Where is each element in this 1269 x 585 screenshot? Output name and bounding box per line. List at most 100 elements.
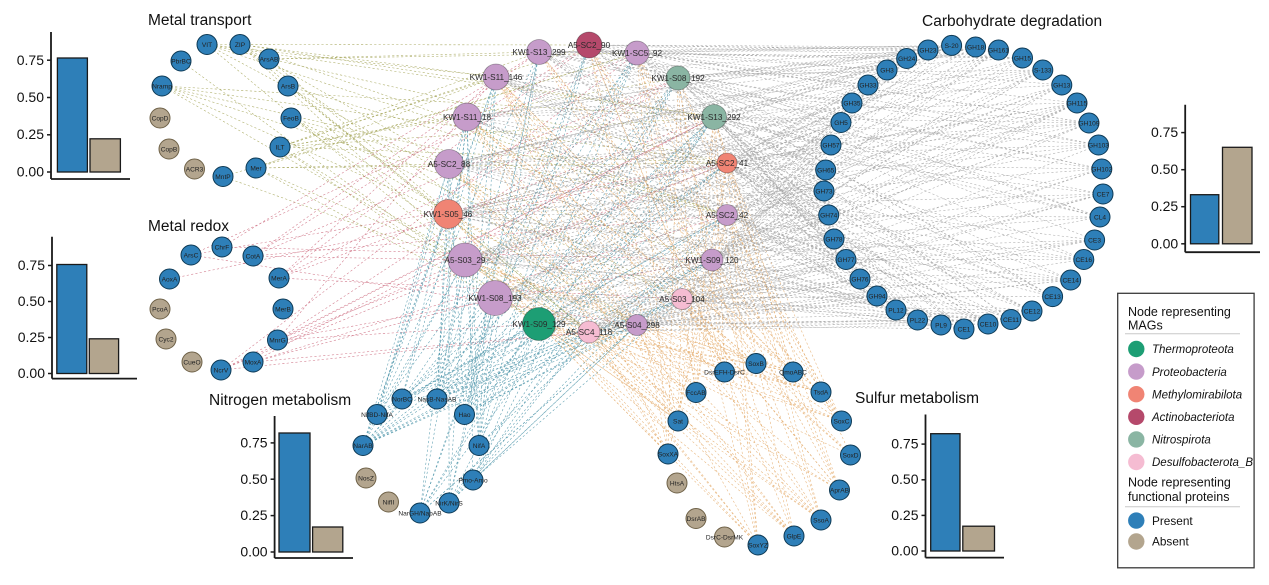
svg-text:KW1-SC5_92: KW1-SC5_92 (612, 49, 663, 58)
svg-text:CL4: CL4 (1094, 215, 1106, 222)
svg-text:MnrG: MnrG (269, 338, 285, 345)
svg-text:NosZ: NosZ (358, 476, 374, 483)
svg-text:NarGH/NapAB: NarGH/NapAB (398, 511, 442, 518)
svg-text:GH77: GH77 (837, 257, 855, 264)
svg-text:GH24: GH24 (898, 56, 916, 63)
svg-text:CE13: CE13 (1044, 294, 1061, 301)
svg-text:ILT: ILT (275, 145, 284, 152)
svg-text:NifII: NifII (383, 500, 395, 507)
svg-text:NifA: NifA (473, 443, 486, 450)
svg-text:QmoABC: QmoABC (779, 370, 807, 377)
svg-text:0.50: 0.50 (17, 89, 44, 105)
svg-text:KW1-S05_46: KW1-S05_46 (424, 210, 473, 219)
svg-text:SoxD: SoxD (842, 453, 858, 460)
svg-text:CE3: CE3 (1088, 238, 1101, 245)
svg-text:Desulfobacterota_B: Desulfobacterota_B (1152, 457, 1253, 469)
svg-text:Nitrogen metabolism: Nitrogen metabolism (209, 392, 351, 409)
svg-text:ArsB: ArsB (281, 84, 296, 91)
svg-text:Node representing: Node representing (1128, 305, 1231, 319)
svg-text:Metal transport: Metal transport (148, 12, 252, 29)
svg-text:MAGs: MAGs (1128, 319, 1163, 333)
svg-text:GH3: GH3 (880, 68, 894, 75)
svg-text:KW1-S09_120: KW1-S09_120 (685, 256, 739, 265)
svg-text:0.50: 0.50 (891, 471, 918, 487)
svg-text:0.25: 0.25 (18, 329, 45, 345)
svg-text:A5-SC2_41: A5-SC2_41 (706, 159, 749, 168)
svg-text:GH109: GH109 (1079, 121, 1100, 128)
svg-text:GH115: GH115 (1067, 101, 1088, 108)
svg-text:functional proteins: functional proteins (1128, 490, 1229, 504)
svg-text:NcrV: NcrV (214, 368, 229, 375)
svg-text:CE12: CE12 (1024, 309, 1041, 316)
svg-text:KW1-S11_146: KW1-S11_146 (470, 73, 523, 82)
svg-text:CopB: CopB (161, 147, 178, 154)
svg-text:AprAB: AprAB (830, 488, 850, 495)
svg-text:MerA: MerA (271, 276, 287, 283)
svg-text:Hao: Hao (458, 412, 470, 419)
svg-text:GH23: GH23 (919, 48, 937, 55)
svg-text:DsrEFH-DsrC: DsrEFH-DsrC (704, 370, 745, 377)
svg-text:Cyc2: Cyc2 (158, 337, 173, 344)
svg-text:KW1-S09_129: KW1-S09_129 (512, 320, 566, 329)
svg-text:A5-S04_298: A5-S04_298 (614, 321, 660, 330)
svg-text:GH33: GH33 (859, 83, 877, 90)
svg-text:NirK/NirS: NirK/NirS (435, 501, 463, 508)
svg-text:DsrAB: DsrAB (686, 516, 706, 523)
svg-text:Pmo-Amo: Pmo-Amo (458, 478, 488, 485)
svg-text:KW1-S13_292: KW1-S13_292 (687, 113, 741, 122)
svg-text:NasB-NasAB: NasB-NasAB (418, 397, 457, 404)
svg-text:CE11: CE11 (1003, 317, 1019, 324)
svg-text:Sat: Sat (673, 419, 683, 426)
svg-text:A5-SC2_88: A5-SC2_88 (428, 160, 471, 169)
svg-text:Carbohydrate degradation: Carbohydrate degradation (922, 13, 1102, 30)
svg-text:ZIP: ZIP (235, 42, 246, 49)
svg-text:NorBC: NorBC (392, 397, 412, 404)
svg-text:Metal redox: Metal redox (148, 218, 229, 235)
svg-text:GH18: GH18 (967, 45, 985, 52)
svg-text:ChrF: ChrF (215, 245, 230, 252)
svg-text:S-20: S-20 (945, 43, 959, 50)
svg-text:Nramp: Nramp (152, 84, 172, 91)
svg-text:A5-S03_104: A5-S03_104 (659, 295, 705, 304)
svg-text:MerB: MerB (275, 307, 291, 314)
svg-text:Absent: Absent (1152, 535, 1189, 549)
svg-text:Node representing: Node representing (1128, 476, 1231, 490)
svg-text:VIT: VIT (202, 42, 212, 49)
svg-text:0.75: 0.75 (17, 52, 44, 68)
svg-text:GH78: GH78 (825, 237, 843, 244)
svg-text:ACR3: ACR3 (186, 167, 204, 174)
svg-text:0.25: 0.25 (1151, 198, 1178, 214)
svg-text:GH15: GH15 (1014, 56, 1032, 63)
svg-text:Mer: Mer (250, 166, 262, 173)
svg-text:0.50: 0.50 (240, 471, 267, 487)
svg-text:SoxXA: SoxXA (658, 452, 679, 459)
svg-text:0.75: 0.75 (1151, 124, 1178, 140)
svg-text:GH57: GH57 (822, 143, 840, 150)
svg-text:0.25: 0.25 (891, 507, 918, 523)
svg-text:TsdA: TsdA (814, 390, 829, 397)
svg-text:Nitrospirota: Nitrospirota (1152, 435, 1211, 447)
svg-text:AoxA: AoxA (162, 277, 178, 284)
svg-text:GH76: GH76 (851, 277, 869, 284)
svg-text:KW1-S08_192: KW1-S08_192 (651, 74, 705, 83)
svg-text:A5-SC4_118: A5-SC4_118 (566, 328, 613, 337)
svg-text:CE10: CE10 (980, 322, 997, 329)
svg-text:0.50: 0.50 (1151, 161, 1178, 177)
svg-text:GH5: GH5 (834, 120, 848, 127)
svg-text:CotA: CotA (246, 254, 261, 261)
svg-text:NarAB: NarAB (353, 443, 373, 450)
svg-text:SoxC: SoxC (833, 419, 849, 426)
svg-text:ArsAB: ArsAB (260, 57, 279, 64)
svg-text:A5-SC2_90: A5-SC2_90 (568, 41, 611, 50)
svg-text:SsoA: SsoA (813, 518, 829, 525)
svg-text:HtsA: HtsA (670, 481, 685, 488)
svg-text:KW1-S08_193: KW1-S08_193 (468, 294, 522, 303)
svg-text:KW1-S13_299: KW1-S13_299 (512, 48, 566, 57)
svg-text:KW1-S11_18: KW1-S11_18 (443, 113, 492, 122)
svg-text:CE7: CE7 (1097, 192, 1110, 199)
svg-text:0.00: 0.00 (891, 543, 918, 559)
svg-text:0.75: 0.75 (891, 436, 918, 452)
svg-text:Proteobacteria: Proteobacteria (1152, 367, 1227, 379)
svg-text:NifBD-NifA: NifBD-NifA (361, 412, 393, 419)
svg-text:A5-S03_29: A5-S03_29 (445, 256, 486, 265)
